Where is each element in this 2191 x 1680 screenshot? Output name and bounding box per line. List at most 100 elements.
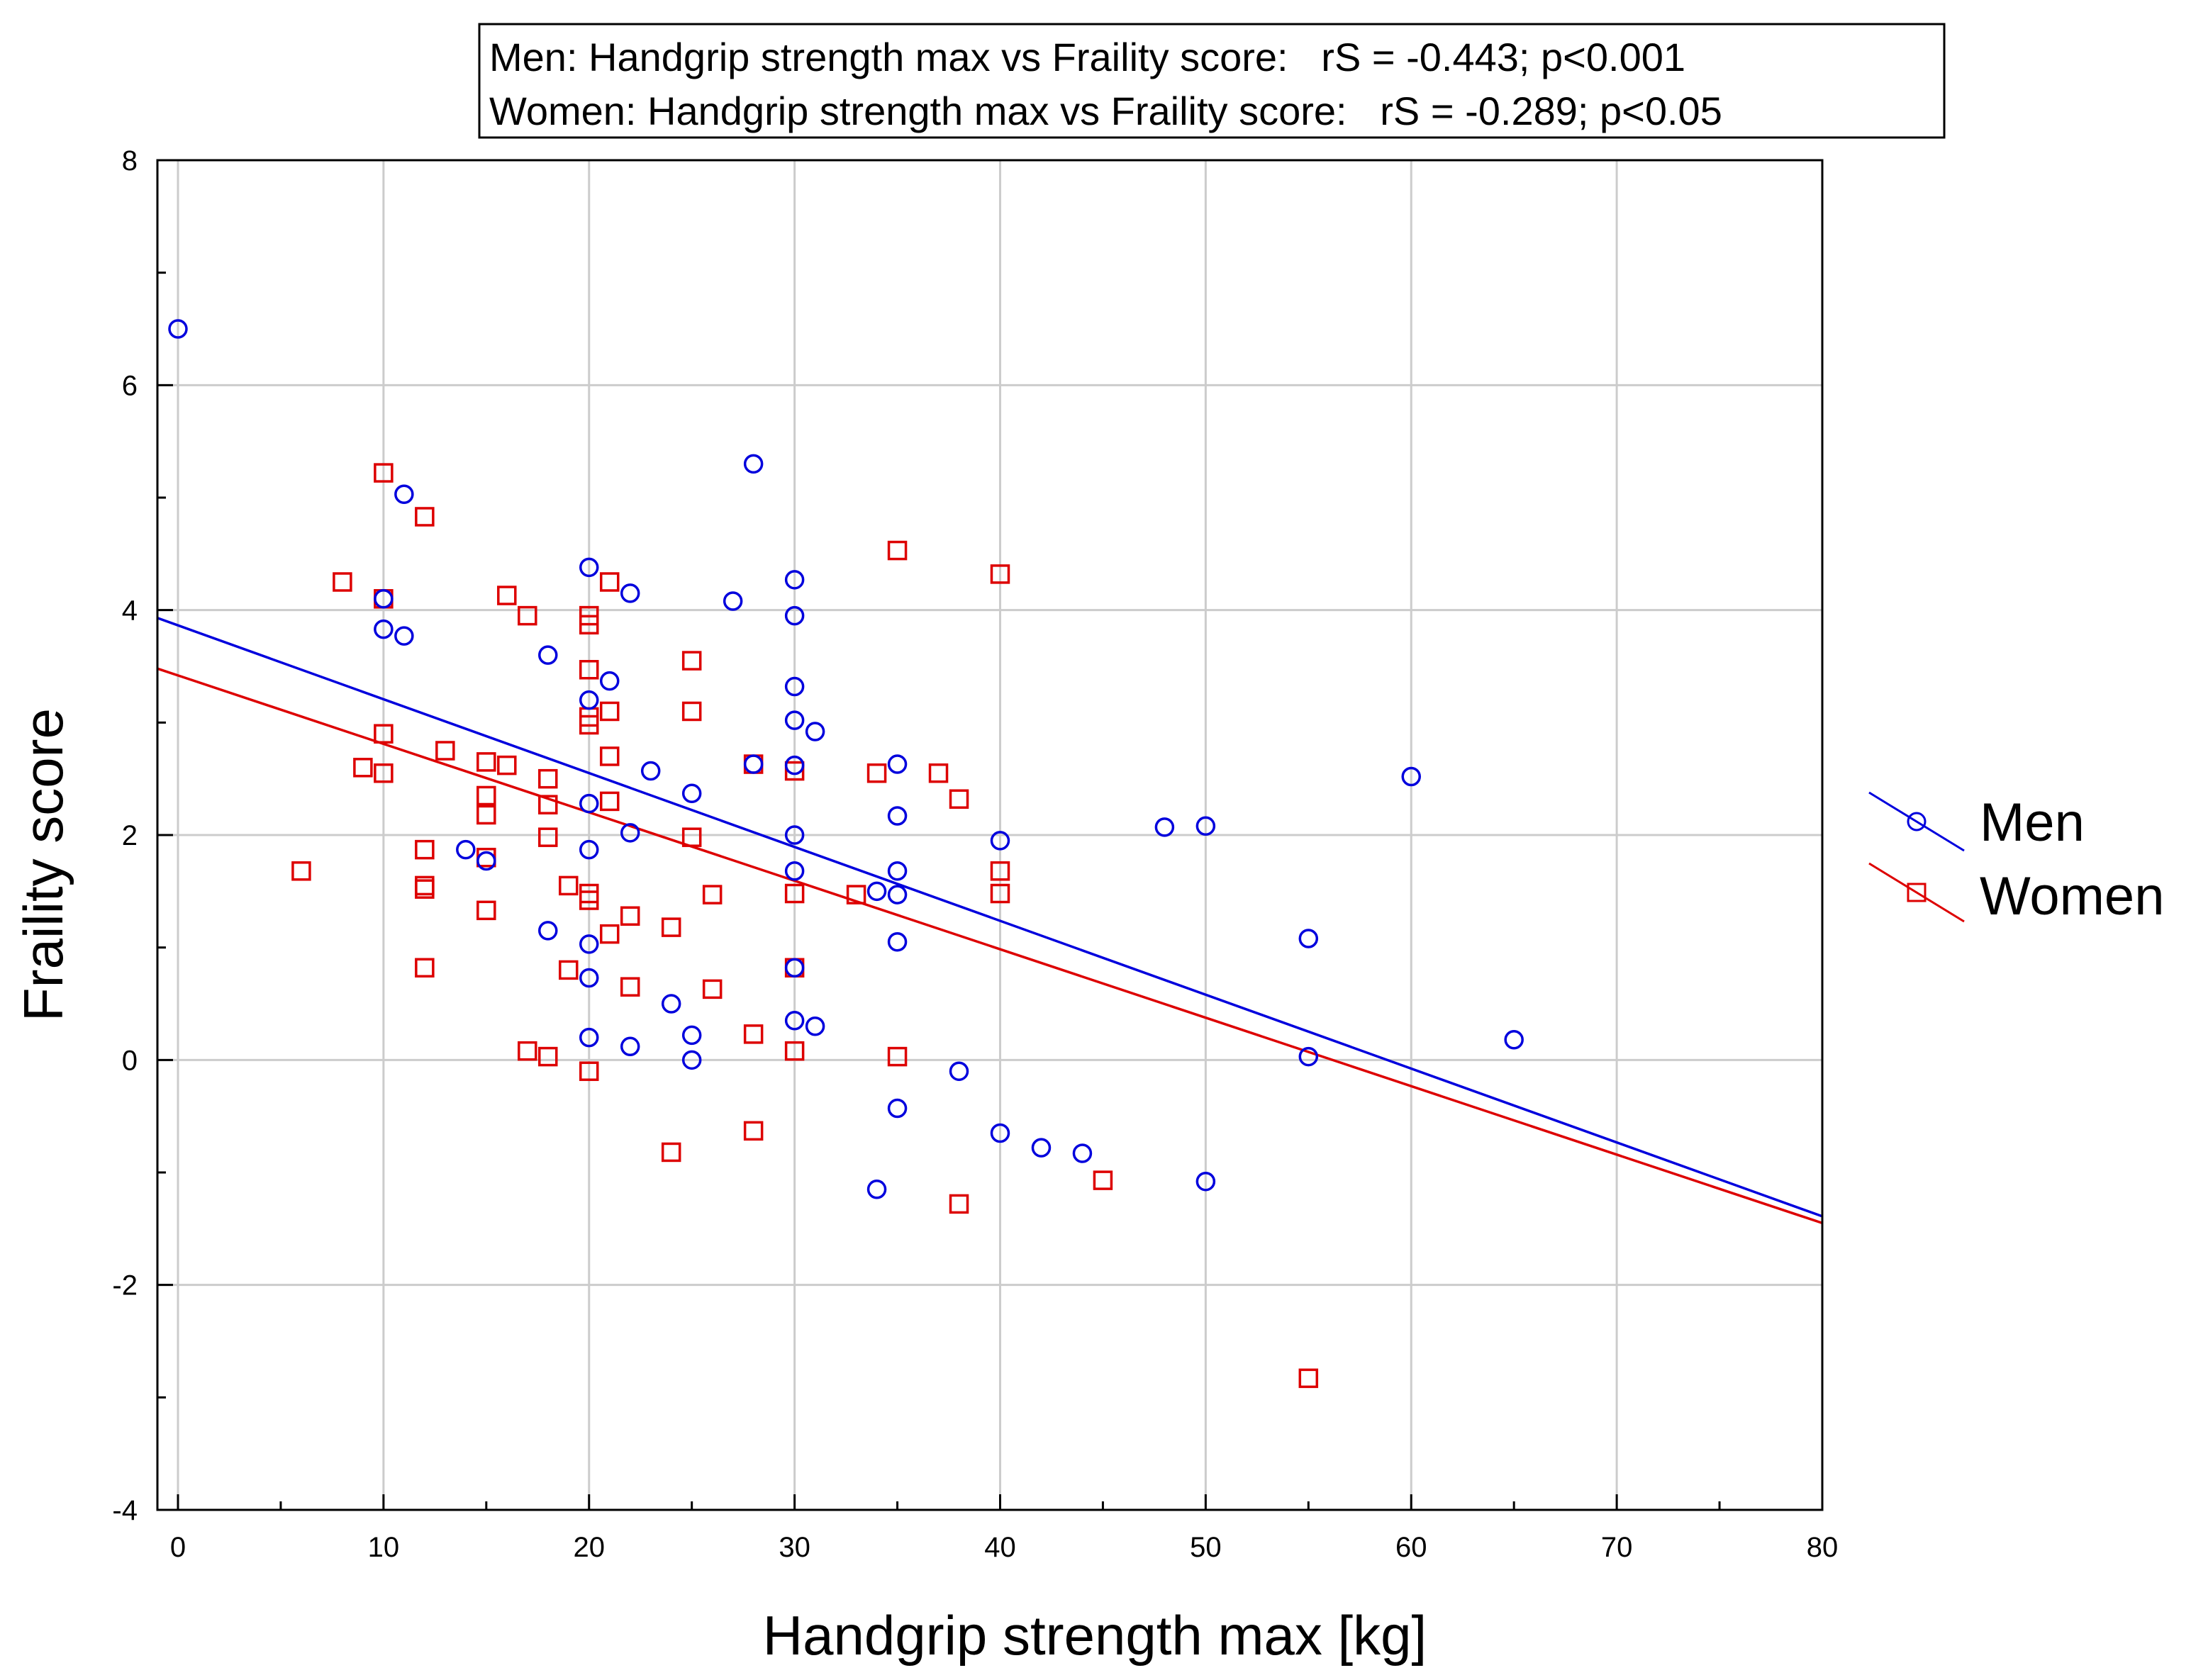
point-men (949, 1061, 969, 1081)
legend-label-men: Men (1980, 793, 2085, 853)
point-men (579, 839, 599, 860)
point-men (579, 968, 599, 988)
point-men (456, 839, 476, 860)
point-men (579, 690, 599, 710)
point-women (579, 890, 599, 910)
point-women (949, 789, 969, 809)
point-men (743, 754, 764, 774)
regression-lines (157, 617, 1823, 1225)
y-tick-label: 2 (122, 820, 138, 851)
point-women (333, 572, 352, 592)
y-tick-label: 6 (122, 370, 138, 401)
point-men (805, 1016, 825, 1036)
point-men (1031, 1138, 1052, 1158)
x-tick-label: 70 (1601, 1532, 1633, 1563)
point-men (620, 583, 640, 603)
point-men (1072, 1143, 1093, 1163)
point-women (538, 1046, 558, 1067)
point-women (846, 885, 866, 905)
y-tick-label: -2 (112, 1270, 138, 1301)
point-women (661, 917, 681, 937)
point-women (990, 564, 1010, 584)
point-women (784, 883, 805, 904)
point-women (866, 763, 887, 783)
point-women (518, 1041, 537, 1061)
point-men (1298, 1046, 1319, 1067)
point-men (990, 831, 1010, 851)
point-men (1298, 929, 1319, 948)
point-men (784, 825, 805, 845)
point-women (579, 715, 599, 735)
point-men (579, 1027, 599, 1048)
point-men (887, 1098, 908, 1119)
point-women (743, 1121, 764, 1141)
point-men (990, 1123, 1010, 1143)
point-women (784, 1041, 805, 1061)
point-men (1401, 766, 1421, 787)
point-women (702, 885, 723, 905)
point-men (538, 921, 558, 941)
point-men (579, 934, 599, 954)
point-women (681, 827, 702, 847)
point-men (168, 319, 188, 339)
point-women (374, 463, 394, 483)
point-men (579, 793, 599, 814)
point-women (374, 763, 394, 783)
point-women (599, 746, 620, 766)
point-men (374, 619, 394, 639)
y-tick-label: 8 (122, 145, 138, 177)
point-men (784, 755, 805, 775)
point-women (415, 879, 435, 899)
point-men (784, 958, 805, 978)
point-men (620, 1036, 640, 1057)
legend-item-men: Men (1868, 791, 2085, 853)
point-men (661, 994, 681, 1014)
y-tick-label: 4 (122, 595, 138, 627)
point-women (702, 979, 723, 999)
point-men (599, 671, 620, 691)
legend-line-men (1868, 791, 1965, 852)
point-women (949, 1194, 969, 1214)
data-points (168, 319, 1524, 1389)
point-women (415, 507, 435, 527)
point-men (887, 806, 908, 826)
point-women (497, 586, 517, 605)
legend-label-women: Women (1980, 866, 2164, 926)
point-men (394, 484, 414, 504)
x-tick-label: 50 (1190, 1532, 1222, 1563)
point-men (743, 454, 764, 474)
point-men (887, 885, 908, 905)
point-men (784, 1011, 805, 1031)
point-women (497, 755, 517, 775)
point-women (476, 805, 496, 825)
point-women (599, 924, 620, 944)
point-women (415, 839, 435, 860)
point-men (1154, 817, 1175, 837)
point-women (1298, 1368, 1319, 1389)
point-women (990, 883, 1010, 904)
point-men (640, 761, 661, 781)
point-women (579, 660, 599, 680)
point-men (681, 1025, 702, 1046)
point-women (415, 958, 435, 978)
point-men (476, 851, 496, 871)
point-men (866, 1180, 887, 1199)
point-women (579, 1061, 599, 1081)
point-women (599, 791, 620, 812)
point-women (476, 785, 496, 806)
point-men (620, 823, 640, 843)
point-men (1195, 816, 1216, 836)
legend: Men Women (1868, 791, 2164, 926)
point-men (784, 861, 805, 881)
x-tick-label: 20 (573, 1532, 605, 1563)
point-women (1093, 1170, 1113, 1190)
point-men (805, 722, 825, 741)
y-tick-label: 0 (122, 1045, 138, 1076)
point-women (784, 761, 805, 781)
annotation-box: Men: Handgrip strength max vs Fraility s… (478, 23, 1946, 139)
point-women (559, 960, 579, 980)
tick-labels: 0 10 20 30 40 50 60 70 80 -4 -2 0 2 4 6 8 (112, 145, 1838, 1563)
point-women (374, 724, 394, 744)
point-women (743, 1024, 764, 1044)
